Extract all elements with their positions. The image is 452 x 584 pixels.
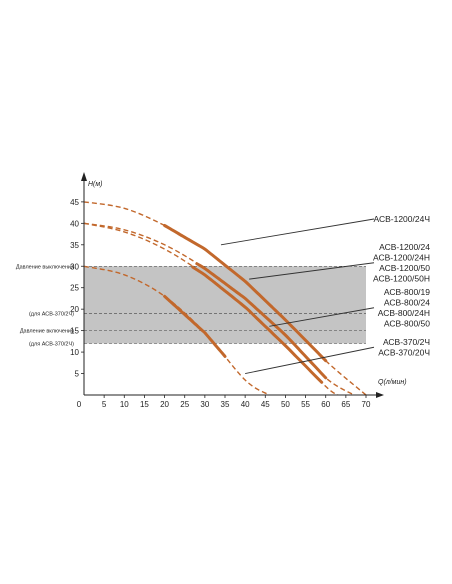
y-axis-title: H(м) <box>88 181 103 188</box>
series-line-operating <box>163 224 328 363</box>
series-label: АСВ-1200/50 <box>379 263 430 273</box>
x-tick-label: 50 <box>281 400 290 409</box>
x-tick-label: 40 <box>241 400 250 409</box>
x-axis-arrow <box>376 392 384 398</box>
x-tick-label: 5 <box>102 400 107 409</box>
y-tick-label: 15 <box>70 327 79 336</box>
pointer-layer <box>220 218 375 374</box>
y-tick-label: 5 <box>75 370 80 379</box>
series-line-operating <box>195 262 328 380</box>
reference-label: Давление выключения <box>16 264 74 270</box>
y-tick-label: 10 <box>70 348 79 357</box>
y-tick-label: 45 <box>70 198 79 207</box>
series-label: АСВ-800/19 <box>384 287 430 297</box>
tick-layer: 5 10 15 20 25 30 35 40 45 50 55 60 65 70 5 10 15 20 25 30 35… <box>70 198 371 409</box>
x-tick-label: 15 <box>140 400 149 409</box>
axes: Q(л/мин) H(м) 0 <box>77 172 407 409</box>
series-label: АСВ-800/24 <box>384 298 430 308</box>
y-tick-label: 40 <box>70 219 79 228</box>
x-tick-label: 25 <box>180 400 189 409</box>
series-label: АСВ-1200/24 <box>379 242 430 252</box>
y-axis-arrow <box>81 172 87 181</box>
series-pointer-line <box>245 346 375 374</box>
series-pointer-line <box>269 307 375 327</box>
series-label: АСВ-800/50 <box>384 319 430 329</box>
reference-label: (для АСВ-370/2Ч) <box>29 311 74 317</box>
y-tick-label: 25 <box>70 284 79 293</box>
x-tick-label: 70 <box>362 400 371 409</box>
series-label: АСВ-370/2Ч <box>383 337 430 347</box>
x-tick-label: 45 <box>261 400 270 409</box>
reference-label: (для АСВ-370/2Ч) <box>29 342 74 348</box>
x-axis-title: Q(л/мин) <box>378 379 407 386</box>
series-label-layer: АСВ-1200/24ЧАСВ-1200/24АСВ-1200/24НАСВ-1… <box>373 214 430 358</box>
series-line-operating <box>191 265 324 384</box>
series-line-operating <box>163 294 227 358</box>
y-tick-label: 35 <box>70 241 79 250</box>
series-label: АСВ-370/20Ч <box>378 348 430 358</box>
x-tick-label: 20 <box>160 400 169 409</box>
series-pointer-line <box>220 218 375 246</box>
series-line-dashed <box>83 222 339 396</box>
x-tick-label: 65 <box>341 400 350 409</box>
x-tick-label: 30 <box>200 400 209 409</box>
series-label: АСВ-800/24Н <box>378 308 430 318</box>
series-pointer-line <box>249 262 375 280</box>
y-tick-label: 30 <box>70 262 79 271</box>
operating-band <box>84 266 366 344</box>
x-tick-label: 10 <box>120 400 129 409</box>
series-label: АСВ-1200/24Н <box>373 253 430 263</box>
y-tick-label: 20 <box>70 305 79 314</box>
x-tick-label: 55 <box>301 400 310 409</box>
x-tick-label: 60 <box>321 400 330 409</box>
x-tick-label: 35 <box>221 400 230 409</box>
origin-label: 0 <box>77 400 82 409</box>
reference-label: Давление включения <box>20 329 74 335</box>
series-label: АСВ-1200/50Н <box>373 274 430 284</box>
reference-lines: Давление выключения (для АСВ-370/2Ч) Давле… <box>16 264 366 348</box>
series-label: АСВ-1200/24Ч <box>373 214 430 224</box>
